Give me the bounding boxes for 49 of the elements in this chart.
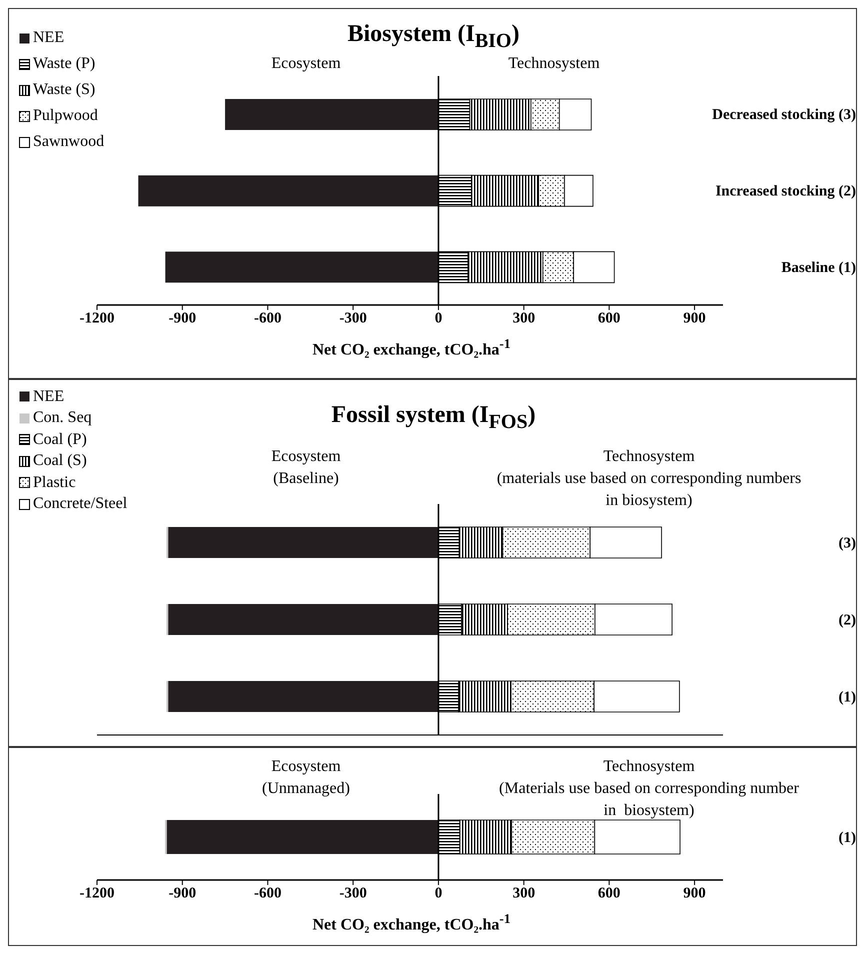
- legend-label: Coal (S): [33, 452, 87, 470]
- y-tick-label: (1): [838, 690, 856, 706]
- legend-label: Plastic: [33, 474, 76, 492]
- x-tick-label: 0: [434, 310, 442, 327]
- x-axis-title: Net CO₂ exchange, tCO₂.ha$^{-1}$: [311, 910, 512, 934]
- bar: [168, 527, 438, 558]
- legend-label: Con. Seq: [33, 409, 92, 428]
- y-tick-label: (2): [838, 612, 856, 628]
- legend-label: Pulpwood: [33, 107, 98, 125]
- text: Ecosystem: [270, 54, 342, 74]
- y-tick-label: (3): [838, 536, 856, 552]
- text: Technosystem: [507, 54, 601, 74]
- bar: [166, 820, 438, 854]
- x-tick-label: -300: [339, 886, 367, 902]
- x-tick-label: 0: [434, 886, 442, 902]
- annotation: Technosystem (materials use based on corresponding numbers in biosystem): [496, 447, 802, 511]
- x-tick-label: -300: [339, 310, 367, 327]
- x-axis-title: Net CO₂ exchange, tCO₂.ha$^{-1}$: [311, 336, 512, 359]
- x-tick-label: 900: [683, 886, 706, 902]
- y-tick-label: Increased stocking (2): [715, 184, 856, 200]
- x-tick-label: 300: [512, 310, 536, 327]
- x-tick-label: -1200: [80, 310, 114, 327]
- bar: [168, 604, 438, 635]
- x-tick-label: -900: [168, 886, 196, 902]
- y-tick-label: (1): [838, 830, 856, 846]
- x-tick-label: 600: [598, 886, 620, 902]
- bar: [165, 252, 438, 283]
- legend-label: NEE: [33, 388, 64, 406]
- bar: [168, 681, 438, 712]
- y-tick-label: Decreased stocking (3): [712, 107, 856, 124]
- legend-label: Waste (P): [33, 55, 96, 73]
- chart-title: Fossil system (I$_{FOS}$): [331, 402, 536, 433]
- x-tick-label: -600: [254, 310, 282, 327]
- bar: [225, 99, 438, 130]
- legend-label: NEE: [33, 29, 64, 47]
- y-tick-label: Baseline (1): [781, 260, 856, 276]
- x-tick-label: 300: [512, 886, 536, 902]
- legend-label: Concrete/Steel: [33, 495, 128, 514]
- bar: [138, 175, 438, 206]
- legend-label: Coal (P): [33, 430, 87, 449]
- legend-label: Sawnwood: [33, 133, 104, 151]
- legend-label: Waste (S): [33, 81, 96, 99]
- x-tick-label: 900: [683, 310, 706, 327]
- annotation: Technosystem (Materials use based on corresponding number in biosystem): [498, 757, 800, 821]
- chart-title: Biosystem (I$_{BIO}$): [347, 21, 520, 52]
- x-tick-label: 600: [598, 310, 620, 327]
- x-tick-label: -900: [168, 310, 196, 327]
- x-tick-label: -1200: [80, 886, 114, 902]
- x-tick-label: -600: [254, 886, 282, 902]
